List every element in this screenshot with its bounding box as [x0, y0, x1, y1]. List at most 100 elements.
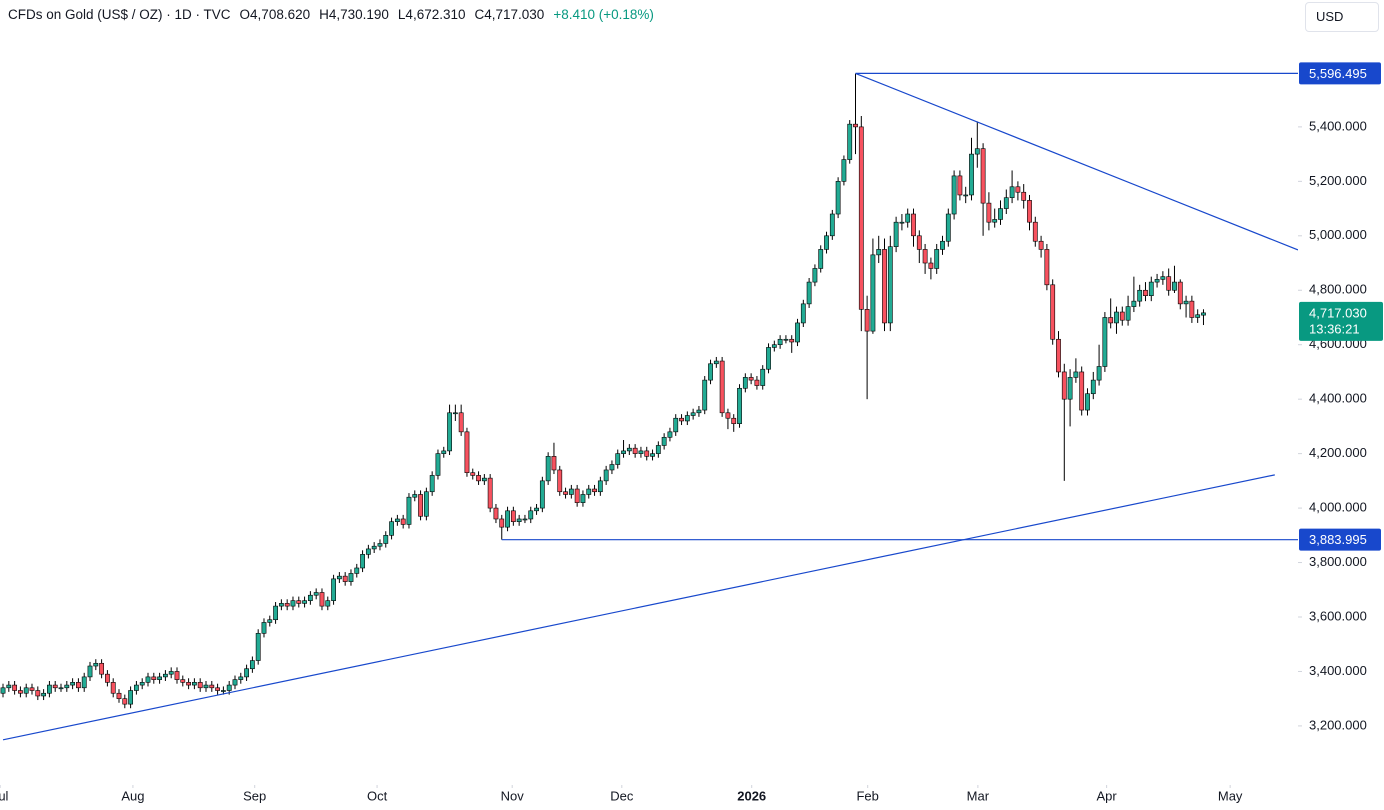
x-tick-label: Apr: [1097, 788, 1118, 803]
candle-body: [313, 592, 319, 596]
candle-body: [911, 213, 916, 237]
candle-body: [400, 518, 406, 525]
candle-body: [429, 475, 435, 493]
candle-body: [41, 692, 47, 697]
candle-body: [957, 175, 963, 196]
candle-body: [650, 453, 655, 457]
currency-button[interactable]: USD: [1305, 2, 1379, 32]
candle-body: [969, 153, 974, 196]
candle-body: [980, 148, 986, 204]
candle-body: [945, 213, 951, 242]
ohlc-label: L4,672.310: [397, 7, 466, 22]
candle-body: [800, 303, 806, 324]
candle-body: [186, 682, 191, 686]
candle-body: [296, 600, 302, 604]
y-tick-label: 4,200.000: [1309, 445, 1367, 460]
trend-line: [2, 474, 1275, 741]
y-tick-label: 5,400.000: [1309, 118, 1367, 133]
candle-body: [180, 679, 186, 683]
candle-body: [47, 684, 52, 694]
candle-body: [1201, 312, 1206, 316]
symbol-title: CFDs on Gold (US$ / OZ) · 1D · TVC: [8, 7, 231, 22]
candle-body: [278, 603, 284, 607]
candle-body: [360, 554, 365, 569]
candle-body: [835, 181, 841, 215]
candle-body: [331, 578, 336, 601]
candle-body: [609, 464, 615, 471]
last-price-bg: [1299, 301, 1383, 341]
candle-body: [12, 684, 18, 691]
candle-body: [992, 219, 998, 223]
candle-body: [1166, 276, 1172, 291]
candle-body: [261, 622, 267, 634]
candle-body: [162, 673, 168, 678]
candle-body: [232, 679, 238, 686]
candle-body: [1079, 371, 1085, 411]
candle-body: [847, 123, 853, 160]
candle-body: [267, 619, 273, 623]
candle-body: [325, 600, 331, 607]
candle-body: [116, 692, 122, 699]
y-tick-label: 5,000.000: [1309, 227, 1367, 242]
price-axis: 3,200.000 3,400.000 3,600.000 3,800.000 4,00…: [1298, 62, 1383, 732]
candle-body: [87, 665, 93, 678]
candle-body: [157, 676, 162, 680]
candle-body: [145, 676, 151, 683]
candle-body: [986, 202, 992, 223]
candle-body: [719, 360, 725, 414]
candle-body: [928, 262, 934, 269]
candle-body: [220, 690, 226, 692]
candle-body: [696, 409, 702, 414]
candle-body: [168, 671, 174, 675]
candle-body: [406, 496, 412, 525]
candle-body: [771, 344, 777, 348]
candle-body: [487, 477, 493, 509]
y-tick-label: 4,000.000: [1309, 500, 1367, 515]
candle-body: [876, 249, 882, 256]
candle-body: [383, 535, 389, 544]
candle-body: [377, 543, 383, 547]
candle-body: [423, 491, 429, 517]
y-tick-label: 3,600.000: [1309, 608, 1367, 623]
candle-body: [829, 213, 835, 237]
candle-body: [922, 249, 928, 264]
x-tick-label: Feb: [856, 788, 878, 803]
candle-body: [470, 472, 476, 476]
last-price-label: 4,717.030: [1309, 305, 1367, 320]
candle-body: [336, 575, 342, 580]
candle-body: [870, 254, 876, 332]
candle-body: [1027, 200, 1032, 223]
ohlc-label: O4,708.620: [239, 7, 311, 22]
candle-body: [940, 240, 945, 250]
candle-body: [464, 431, 470, 473]
candle-body: [1114, 311, 1119, 324]
candle-body: [122, 698, 128, 705]
candle-body: [110, 682, 116, 694]
candle-body: [783, 338, 789, 341]
y-tick-label: 3,200.000: [1309, 717, 1367, 732]
candle-body: [307, 594, 313, 601]
trend-line: [855, 72, 1298, 251]
candle-body: [1073, 371, 1079, 378]
candle-body: [754, 379, 760, 386]
y-tick-label: 4,400.000: [1309, 391, 1367, 406]
candle-body: [255, 633, 261, 661]
candle-body: [1061, 371, 1067, 400]
candle-body: [998, 208, 1003, 220]
candle-body: [1038, 240, 1044, 250]
candle-body: [238, 676, 244, 680]
candle-body: [18, 690, 23, 694]
candle-body: [191, 682, 197, 686]
candle-body: [302, 600, 307, 604]
candle-body: [197, 682, 203, 689]
x-tick-label: Jul: [0, 788, 9, 803]
candle-body: [1148, 281, 1154, 297]
candle-body: [64, 684, 70, 689]
candle-body: [777, 338, 783, 346]
x-tick-label: Aug: [121, 788, 144, 803]
candle-body: [963, 194, 969, 197]
candle-body: [1102, 317, 1108, 367]
x-tick-label: May: [1218, 788, 1243, 803]
candle-body: [412, 494, 418, 498]
candle-body: [447, 412, 452, 452]
